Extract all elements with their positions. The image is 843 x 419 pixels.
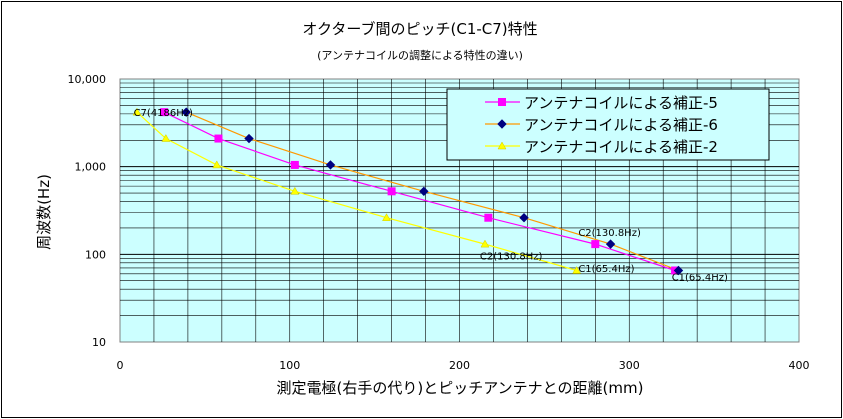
legend: アンテナコイルによる補正-5 アンテナコイルによる補正-6 アンテナコイルによる補正… — [446, 88, 770, 161]
series-3-point — [480, 239, 490, 248]
series-2-point — [419, 186, 429, 197]
series-1-point — [160, 108, 169, 117]
series-1-point — [290, 160, 299, 169]
legend-label-2: アンテナコイルによる補正-6 — [524, 116, 718, 134]
series-3-point — [161, 134, 171, 142]
series-1-point — [591, 240, 600, 249]
legend-marker-2 — [497, 119, 507, 129]
series-1-point — [387, 187, 396, 196]
x-tick-label: 300 — [619, 359, 640, 372]
annotation-label: C1(65.4Hz) — [578, 264, 634, 275]
series-3-point — [572, 265, 582, 274]
chart-subtitle: (アンテナコイルの調整による特性の違い) — [317, 48, 523, 62]
y-tick-label: 1,000 — [75, 161, 107, 174]
legend-marker-3 — [497, 141, 507, 150]
annotation-label: C1(65.4Hz) — [672, 272, 728, 283]
y-tick-label: 100 — [85, 248, 106, 261]
x-tick-label: 400 — [789, 359, 810, 372]
legend-label-1: アンテナコイルによる補正-5 — [524, 94, 718, 112]
annotation-label: C2(130.8Hz) — [480, 251, 543, 262]
series-3-point — [132, 107, 142, 116]
x-tick-label: 100 — [279, 359, 300, 372]
legend-label-3: アンテナコイルによる補正-2 — [524, 138, 718, 156]
x-axis-label: 測定電極(右手の代り)とピッチアンテナとの距離(mm) — [277, 379, 644, 397]
series-2-point — [519, 213, 529, 223]
series-markers — [132, 107, 684, 276]
series-3-point — [212, 160, 222, 169]
x-tick-label: 200 — [449, 359, 470, 372]
y-tick-label: 10,000 — [68, 73, 107, 86]
annotations: C7(4186Hz) C2(130.8Hz) C2(130.8Hz) C1(65.4H… — [134, 108, 728, 283]
series-3-point — [290, 186, 300, 195]
y-tick-labels: 10 100 1,000 10,000 — [68, 73, 107, 349]
series-1-point — [484, 213, 493, 222]
annotation-label: C7(4186Hz) — [134, 108, 193, 119]
x-tick-labels: 0 100 200 300 400 — [117, 359, 810, 372]
series-2-point — [605, 239, 616, 249]
legend-marker-1 — [498, 98, 506, 106]
series-2-point — [325, 160, 336, 170]
chart-title: オクターブ間のピッチ(C1-C7)特性 — [302, 20, 537, 38]
series-1-point — [214, 134, 223, 143]
annotation-label: C2(130.8Hz) — [578, 228, 641, 239]
series-2-point — [181, 107, 191, 117]
x-tick-label: 0 — [117, 359, 124, 372]
series-3-point — [382, 213, 391, 221]
series-2-point — [673, 265, 684, 276]
series-2-point — [244, 133, 254, 144]
y-tick-label: 10 — [92, 336, 106, 349]
y-axis-label: 周波数(Hz) — [35, 174, 53, 250]
